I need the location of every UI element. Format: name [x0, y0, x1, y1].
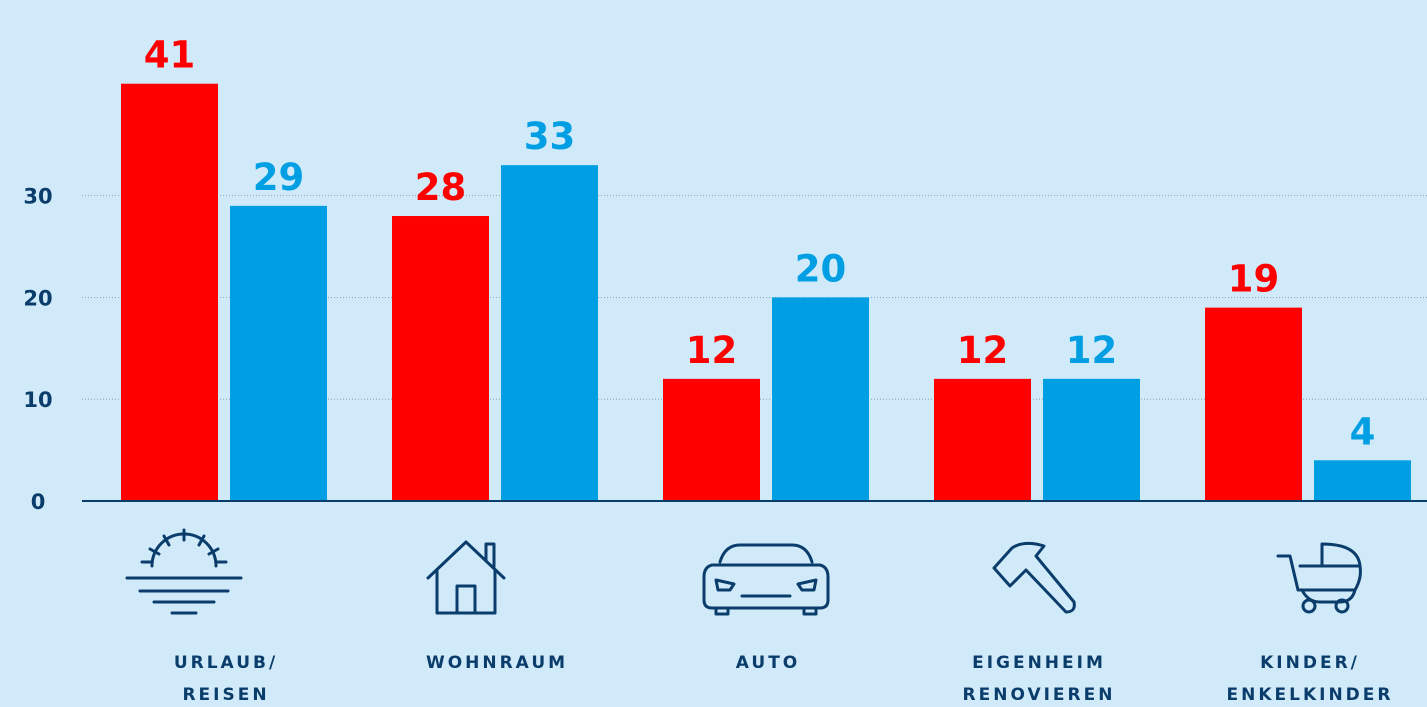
value-label: 12 — [686, 329, 738, 372]
value-label: 12 — [1066, 329, 1118, 372]
icon-car — [702, 543, 830, 616]
value-label: 41 — [144, 34, 196, 77]
value-label: 12 — [957, 329, 1009, 372]
icon-hammer — [992, 541, 1076, 614]
value-label: 28 — [415, 166, 467, 209]
x-tick-label: EIGENHEIM — [972, 653, 1106, 673]
value-label: 19 — [1228, 258, 1280, 301]
x-tick-label: ENKELKINDER — [1227, 685, 1394, 705]
x-tick-label: REISEN — [182, 685, 269, 705]
bar — [934, 378, 1031, 501]
bar — [1314, 460, 1411, 501]
y-tick-label: 20 — [23, 286, 52, 310]
bar — [1205, 307, 1302, 501]
icon-sun — [125, 528, 243, 615]
bar — [772, 297, 869, 501]
icon-house — [426, 540, 506, 615]
x-tick-label: KINDER/ — [1260, 653, 1360, 673]
x-tick-label: RENOVIEREN — [963, 685, 1116, 705]
value-label: 33 — [524, 115, 576, 158]
bar — [392, 216, 489, 501]
bar — [501, 165, 598, 501]
y-tick-label: 10 — [23, 388, 52, 412]
y-tick-label: 30 — [23, 185, 52, 209]
value-label: 29 — [253, 156, 305, 199]
icon-stroller — [1276, 542, 1362, 614]
bar — [230, 205, 327, 501]
x-tick-label: WOHNRAUM — [426, 653, 568, 673]
bar — [1043, 378, 1140, 501]
value-label: 4 — [1350, 410, 1376, 453]
x-tick-label: AUTO — [736, 653, 801, 673]
bar — [121, 83, 218, 501]
x-tick-label: URLAUB/ — [174, 653, 278, 673]
bar — [663, 378, 760, 501]
y-tick-label: 0 — [31, 490, 46, 514]
value-label: 20 — [795, 247, 847, 290]
